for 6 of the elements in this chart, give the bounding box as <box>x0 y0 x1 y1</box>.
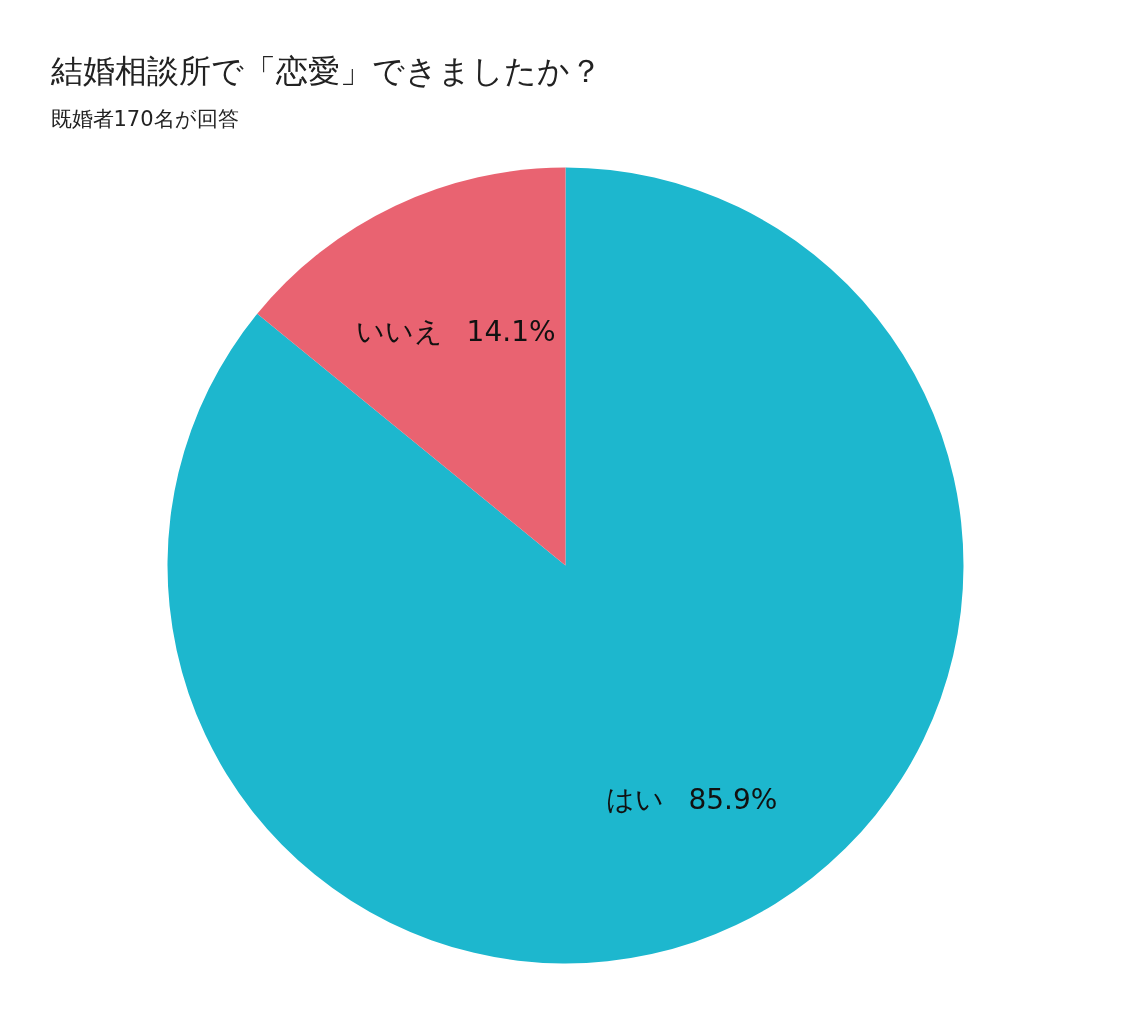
data-label: 14.1% <box>466 315 556 349</box>
slice-label: はい <box>606 782 665 816</box>
chart-title: 結婚相談所で「恋愛」できましたか？ <box>49 51 602 90</box>
chart-subtitle: 既婚者170名が回答 <box>50 106 239 131</box>
slice-label: いいえ <box>355 315 443 349</box>
data-label: 85.9% <box>688 782 778 816</box>
